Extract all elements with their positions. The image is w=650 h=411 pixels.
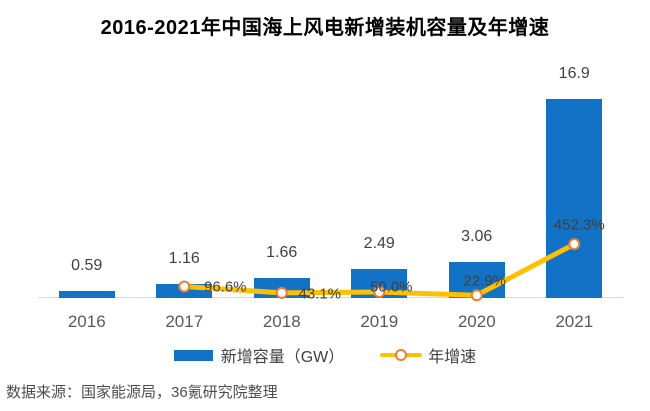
- x-tick-label-2021: 2021: [555, 312, 594, 331]
- bar-value-label-2017: 1.16: [168, 250, 200, 268]
- x-tick-label-2017: 2017: [165, 312, 204, 331]
- growth-marker: [178, 280, 191, 293]
- growth-value-label-2018: 43.1%: [298, 285, 342, 303]
- source-note: 数据来源：国家能源局，36氪研究院整理: [6, 384, 278, 401]
- legend-bar-label: 新增容量（GW）: [220, 349, 345, 366]
- legend-line-swatch-icon: [380, 349, 423, 361]
- growth-marker: [373, 286, 386, 299]
- growth-marker: [275, 286, 288, 299]
- bar-value-label-2016: 0.59: [71, 257, 103, 275]
- x-tick-label-2020: 2020: [457, 312, 496, 331]
- legend: 新增容量（GW） 年增速: [0, 344, 650, 366]
- bar-value-label-2018: 1.66: [266, 244, 298, 262]
- legend-bar-swatch-icon: [173, 349, 213, 361]
- growth-marker: [568, 238, 581, 251]
- x-tick-label-2018: 2018: [262, 312, 301, 331]
- x-tick-label-2016: 2016: [67, 312, 106, 331]
- legend-line-marker-icon: [395, 349, 408, 361]
- x-axis-line: [38, 297, 623, 298]
- bar-value-label-2020: 3.06: [461, 228, 493, 246]
- growth-marker: [470, 289, 483, 302]
- x-tick-label-2019: 2019: [360, 312, 399, 331]
- growth-value-label-2017: 96.6%: [203, 278, 247, 295]
- bar-2021: [546, 99, 603, 298]
- bar-value-label-2021: 16.9: [558, 65, 590, 83]
- growth-value-label-2019: 50.0%: [369, 278, 413, 296]
- growth-value-label-2020: 22.9%: [463, 272, 507, 290]
- chart-title: 2016-2021年中国海上风电新增装机容量及年增速: [100, 17, 550, 39]
- bar-value-label-2019: 2.49: [363, 234, 395, 252]
- growth-value-label-2021: 452.3%: [553, 216, 605, 234]
- legend-line-label: 年增速: [428, 349, 477, 366]
- bar-2016: [58, 291, 115, 298]
